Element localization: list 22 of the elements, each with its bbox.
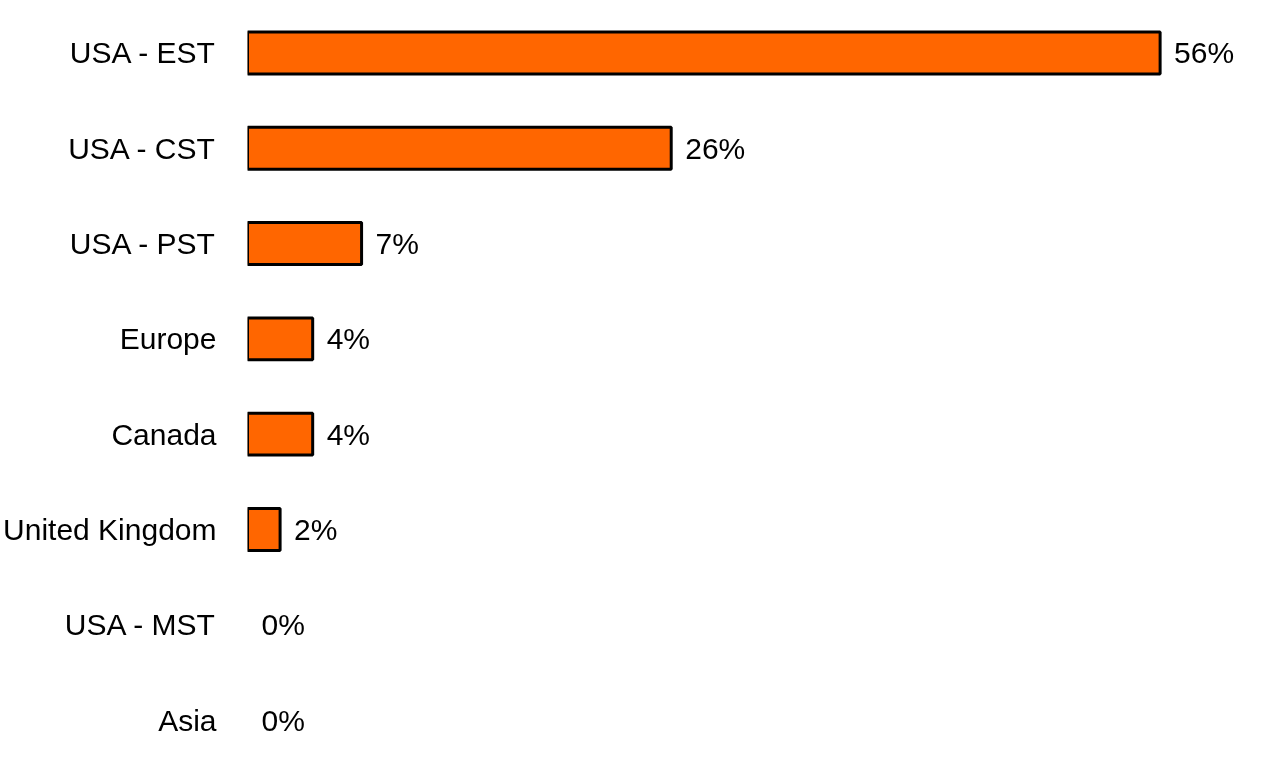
bar bbox=[247, 411, 315, 457]
y-tick-label: USA - CST bbox=[68, 131, 215, 165]
data-label: 4% bbox=[326, 417, 371, 451]
y-tick-label: USA - PST bbox=[69, 227, 215, 261]
bar bbox=[247, 507, 282, 552]
data-label: 7% bbox=[375, 227, 419, 261]
bar bbox=[247, 221, 364, 266]
bar bbox=[247, 30, 1162, 76]
data-label: 4% bbox=[326, 322, 371, 356]
y-tick-label: Europe bbox=[119, 322, 217, 356]
y-tick-label: USA - MST bbox=[64, 608, 215, 642]
data-label: 0% bbox=[261, 608, 305, 642]
data-label: 56% bbox=[1174, 36, 1235, 70]
bar bbox=[247, 316, 315, 362]
data-label: 2% bbox=[294, 512, 338, 546]
data-label: 26% bbox=[685, 131, 746, 165]
data-label: 0% bbox=[261, 703, 305, 737]
bar bbox=[247, 125, 673, 171]
y-tick-label: USA - EST bbox=[69, 36, 215, 70]
y-tick-label: Asia bbox=[158, 703, 217, 737]
y-tick-label: Canada bbox=[111, 417, 217, 451]
y-tick-label: United Kingdom bbox=[3, 512, 217, 546]
